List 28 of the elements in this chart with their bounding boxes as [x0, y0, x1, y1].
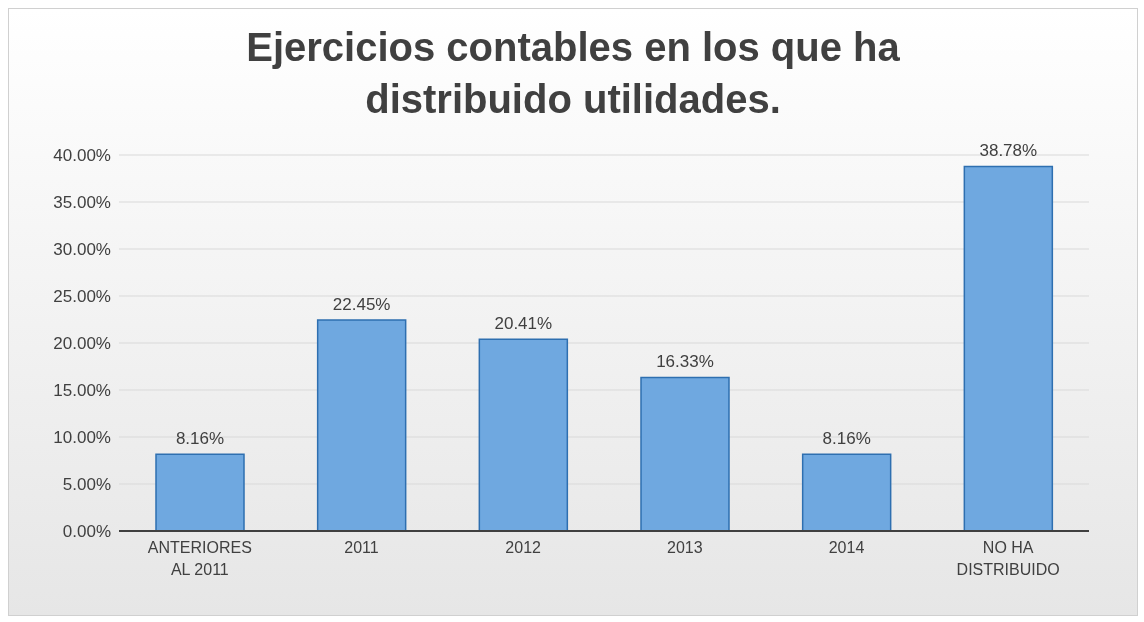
- x-tick-label: 2012: [505, 539, 542, 556]
- bar: [316, 319, 407, 531]
- data-label: 8.16%: [822, 429, 871, 449]
- chart-title: Ejercicios contables en los que ha distribuido utilidades.: [245, 24, 901, 123]
- y-tick-label: 5.00%: [62, 475, 111, 495]
- data-label: 38.78%: [979, 141, 1038, 161]
- y-tick-label: 20.00%: [53, 334, 111, 354]
- x-tick-label: NO HA DISTRIBUIDO: [956, 539, 1060, 578]
- y-tick-label: 10.00%: [53, 428, 111, 448]
- data-label: 20.41%: [494, 314, 553, 334]
- x-tick-label: ANTERIORES AL 2011: [147, 539, 252, 578]
- bar: [963, 165, 1054, 531]
- x-tick-label: 2011: [344, 539, 379, 556]
- y-tick-label: 0.00%: [62, 522, 111, 542]
- bar: [155, 453, 245, 531]
- y-tick-label: 40.00%: [53, 146, 111, 166]
- y-tick-label: 35.00%: [53, 193, 111, 213]
- y-tick-label: 15.00%: [53, 381, 111, 401]
- x-tick-label: 2014: [828, 539, 865, 556]
- bar: [478, 338, 569, 531]
- data-label: 16.33%: [656, 352, 714, 372]
- data-label: 8.16%: [175, 429, 225, 449]
- x-tick-label: 2013: [667, 539, 703, 556]
- bar: [801, 453, 892, 531]
- y-tick-label: 30.00%: [53, 240, 111, 260]
- y-tick-label: 25.00%: [53, 287, 111, 307]
- data-label: 22.45%: [332, 294, 391, 314]
- bar: [640, 376, 730, 531]
